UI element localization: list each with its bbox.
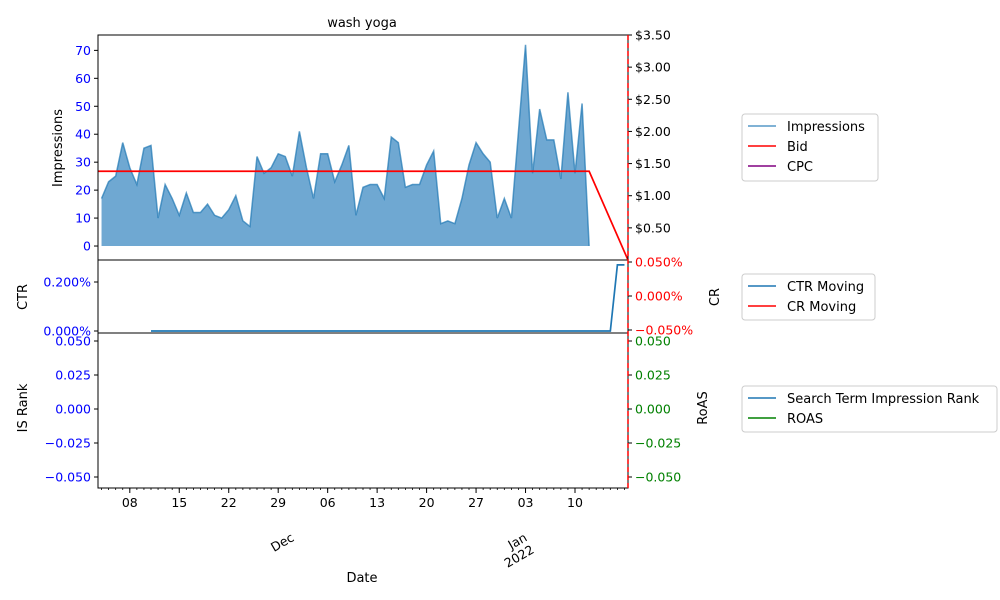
x-secondary-tick-label: Dec [268,530,297,555]
legend-label-bid: Bid [787,140,808,155]
x-tick-label: 03 [518,495,534,510]
y-tick-label: 0 [83,239,91,254]
x-tick-label: 27 [468,495,484,510]
impressions-area [101,44,590,247]
legend-label-ctr: CTR Moving [787,280,864,295]
y-tick-label: 40 [75,127,91,142]
legend-label-cpc: CPC [787,160,813,175]
is-rank-tick-label: 0.025 [55,368,91,383]
ctr-moving-line [151,264,625,332]
legend-top: Impressions Bid CPC [741,113,879,182]
cr-tick-label: −0.050% [635,323,693,338]
chart-title: wash yoga [327,16,397,31]
cr-tick-label: 0.000% [635,289,683,304]
ctr-tick-label: 0.000% [43,324,91,339]
legend-label-impressions: Impressions [787,120,865,135]
y-axis-label-impressions: Impressions [51,109,66,187]
roas-tick-label: 0.025 [635,368,671,383]
x-axis-label: Date [346,571,377,586]
is-rank-tick-label: 0.050 [55,334,91,349]
y-tick-label: 20 [75,183,91,198]
x-tick-label: 13 [369,495,385,510]
x-tick-label: 22 [221,495,237,510]
roas-tick-label: 0.000 [635,402,671,417]
x-tick-label: 06 [320,495,336,510]
roas-tick-label: −0.025 [635,436,681,451]
legend-label-cr: CR Moving [787,300,856,315]
y2-tick-label: $2.50 [635,92,671,107]
y2-tick-label: $0.50 [635,220,671,235]
x-tick-label: 15 [171,495,187,510]
x-tick-label: 08 [122,495,138,510]
y2-tick-label: $3.50 [635,28,671,43]
cr-tick-label: 0.050% [635,255,683,270]
bid-line [98,170,629,261]
ctr-tick-label: 0.200% [43,275,91,290]
x-secondary-tick-label: Jan2022 [494,530,536,571]
roas-tick-label: −0.050 [635,470,681,485]
x-tick-label: 10 [567,495,583,510]
y2-axis-label-cr: CR [708,288,723,306]
is-rank-tick-label: 0.000 [55,402,91,417]
y2-tick-label: $1.50 [635,156,671,171]
legend-label-is-rank: Search Term Impression Rank [787,392,980,407]
bottom-panel-frame [97,332,629,489]
y2-tick-label: $2.00 [635,124,671,139]
legend-top-box [741,113,879,182]
is-rank-tick-label: −0.050 [45,470,91,485]
legend-label-roas: ROAS [787,412,823,427]
y-axis-label-ctr: CTR [16,284,31,310]
y2-tick-label: $1.00 [635,188,671,203]
y-tick-label: 70 [75,43,91,58]
y-tick-label: 30 [75,155,91,170]
impressions-line [100,44,590,247]
y2-tick-label: $3.00 [635,60,671,75]
middle-panel-frame [97,259,629,334]
y2-axis-label-roas: RoAS [696,391,711,425]
x-tick-label: 29 [270,495,286,510]
y-tick-label: 10 [75,211,91,226]
legend-bottom: Search Term Impression Rank ROAS [741,385,998,433]
y-axis-label-is-rank: IS Rank [16,383,31,432]
roas-tick-label: 0.050 [635,334,671,349]
is-rank-tick-label: −0.025 [45,436,91,451]
y-tick-label: 50 [75,99,91,114]
x-tick-label: 20 [419,495,435,510]
legend-bottom-box [741,385,998,433]
y-tick-label: 60 [75,71,91,86]
plot-layer: 0 10 20 30 40 50 60 70 $0.50 $1.00 $1.50 $2.00 $2.50… [43,28,693,571]
legend-middle: CTR Moving CR Moving [741,273,876,321]
